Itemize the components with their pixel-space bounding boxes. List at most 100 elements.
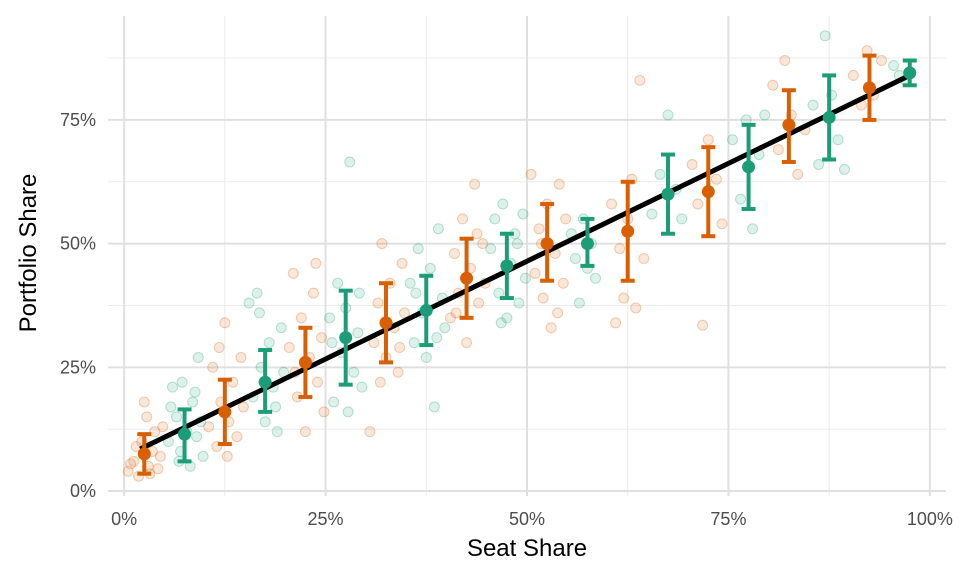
data-point: [192, 351, 204, 363]
bin-mean-point: [258, 375, 272, 389]
data-point: [125, 458, 137, 470]
data-point: [477, 238, 489, 250]
data-point: [412, 243, 424, 255]
bin-mean-point: [862, 81, 876, 95]
x-tick-label: 25%: [308, 509, 344, 529]
data-point: [552, 307, 564, 319]
data-point: [166, 381, 178, 393]
bin-mean-point: [500, 259, 514, 273]
data-point: [275, 322, 287, 334]
bin-mean-point: [661, 187, 675, 201]
data-point: [529, 267, 541, 279]
data-point: [154, 450, 166, 462]
y-tick-label: 75%: [60, 110, 96, 130]
data-point: [646, 208, 658, 220]
data-point: [332, 277, 344, 289]
data-point: [235, 351, 247, 363]
data-point: [439, 322, 451, 334]
data-point: [686, 158, 698, 170]
data-point: [318, 406, 330, 418]
data-point: [307, 287, 319, 299]
data-point: [461, 337, 473, 349]
data-point: [606, 198, 618, 210]
y-tick-label: 25%: [60, 357, 96, 377]
data-point: [141, 411, 153, 423]
bin-mean-point: [782, 118, 796, 132]
bin-mean-point: [580, 237, 594, 251]
data-point: [324, 312, 336, 324]
data-point: [408, 337, 420, 349]
data-point: [221, 450, 233, 462]
data-point: [716, 218, 728, 230]
data-point: [328, 396, 340, 408]
x-axis-title: Seat Share: [467, 535, 587, 562]
data-point: [348, 366, 360, 378]
bin-mean-point: [379, 316, 393, 330]
x-tick-label: 50%: [509, 509, 545, 529]
data-point: [352, 327, 364, 339]
data-point: [485, 243, 497, 255]
data-point: [432, 223, 444, 235]
bin-mean-point: [701, 185, 715, 199]
bin-mean-point: [540, 237, 554, 251]
data-point: [888, 59, 900, 71]
data-point: [807, 99, 819, 111]
data-point: [662, 109, 674, 121]
data-point: [469, 178, 481, 190]
data-point: [189, 386, 201, 398]
data-point: [630, 302, 642, 314]
data-point: [410, 287, 422, 299]
data-point: [614, 243, 626, 255]
data-point: [253, 307, 265, 319]
data-point: [165, 401, 177, 413]
data-point: [511, 238, 523, 250]
data-point: [553, 178, 565, 190]
data-point: [495, 317, 507, 329]
bin-mean-point: [742, 160, 756, 174]
data-point: [353, 287, 365, 299]
data-point: [493, 287, 505, 299]
data-point: [431, 332, 443, 344]
data-point: [310, 257, 322, 269]
x-tick-label: 0%: [111, 509, 137, 529]
x-tick-label: 100%: [907, 509, 953, 529]
data-point: [634, 74, 646, 86]
data-point: [356, 381, 368, 393]
data-point: [295, 312, 307, 324]
data-point: [876, 55, 888, 67]
data-point: [471, 228, 483, 240]
data-point: [203, 421, 215, 433]
data-point: [513, 297, 525, 309]
bin-mean-point: [137, 447, 151, 461]
data-point: [396, 257, 408, 269]
data-point: [213, 342, 225, 354]
bin-mean-point: [621, 224, 635, 238]
data-point: [424, 262, 436, 274]
data-point: [473, 297, 485, 309]
y-axis-title: Portfolio Share: [15, 174, 42, 333]
fit-line: [139, 73, 911, 452]
data-point: [312, 376, 323, 388]
x-tick-label: 75%: [710, 509, 746, 529]
data-point: [263, 337, 275, 349]
data-point: [364, 426, 376, 438]
data-point: [374, 376, 386, 388]
data-point: [813, 158, 825, 170]
data-point: [747, 223, 759, 235]
data-point: [792, 168, 804, 180]
data-point: [545, 322, 557, 334]
data-point: [501, 312, 513, 324]
data-point: [420, 351, 432, 363]
data-point: [557, 277, 569, 289]
data-point: [251, 287, 263, 299]
data-point: [448, 248, 460, 260]
data-point: [589, 272, 601, 284]
data-point: [187, 396, 199, 408]
data-point: [207, 361, 219, 373]
data-point: [283, 342, 295, 354]
data-point: [767, 79, 779, 91]
tick-labels: 0% 25% 50% 75% 100% 0% 25% 50% 75%: [60, 110, 953, 529]
data-point: [376, 238, 388, 250]
bin-mean-point: [460, 271, 474, 285]
data-point: [702, 134, 714, 146]
